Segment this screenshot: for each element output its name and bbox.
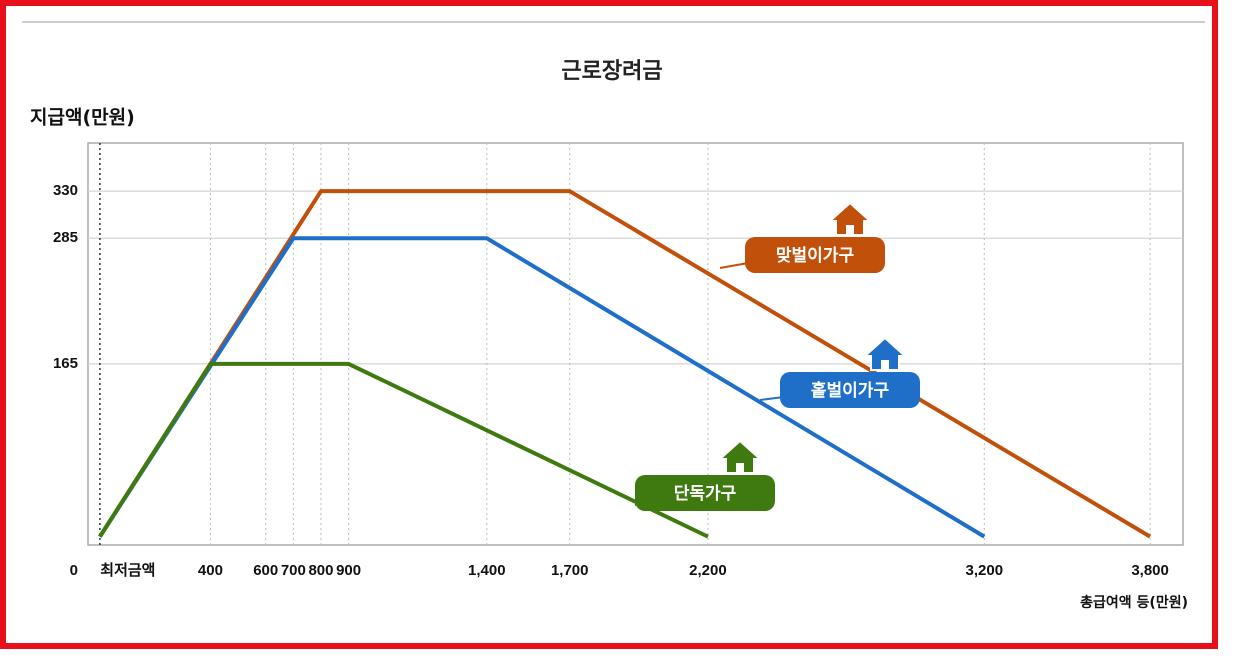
- house-door: [736, 463, 744, 473]
- x-axis-label: 총급여액 등(만원): [1080, 594, 1188, 611]
- house-icon: [862, 336, 908, 371]
- house-door: [846, 225, 854, 235]
- x-tick-label: 3,200: [966, 562, 1004, 579]
- y-tick-label: 285: [53, 229, 78, 246]
- x-tick-label: 800: [308, 562, 333, 579]
- series-line: [98, 361, 709, 539]
- x-tick-label: 600: [253, 562, 278, 579]
- x-tick-label: 2,200: [689, 562, 727, 579]
- legend-box: [745, 237, 885, 273]
- house-door: [881, 360, 889, 370]
- legend-label: 홑벌이가구: [811, 380, 890, 401]
- house-icon: [717, 439, 763, 474]
- plot-area: [87, 142, 1184, 546]
- frame: [0, 0, 1218, 649]
- legend-label: 단독가구: [674, 484, 737, 504]
- legend-box: [635, 475, 775, 511]
- x-tick-label: 1,700: [551, 562, 589, 579]
- chart-title: 근로장려금: [561, 59, 662, 84]
- x-tick-label: 400: [198, 562, 223, 579]
- y-tick-label: 0: [70, 562, 78, 579]
- legend-box: [780, 372, 920, 408]
- y-tick-label: 165: [53, 355, 78, 372]
- y-tick-label: 330: [53, 182, 78, 199]
- x-tick-label: 700: [281, 562, 306, 579]
- x-tick-label: 900: [336, 562, 361, 579]
- legend-label: 맞벌이가구: [776, 246, 855, 266]
- x-tick-label: 1,400: [468, 562, 506, 579]
- x-tick-label: 최저금액: [100, 561, 155, 579]
- x-tick-label: 3,800: [1131, 562, 1169, 579]
- house-icon: [827, 201, 873, 236]
- y-axis-label: 지급액(만원): [30, 107, 135, 129]
